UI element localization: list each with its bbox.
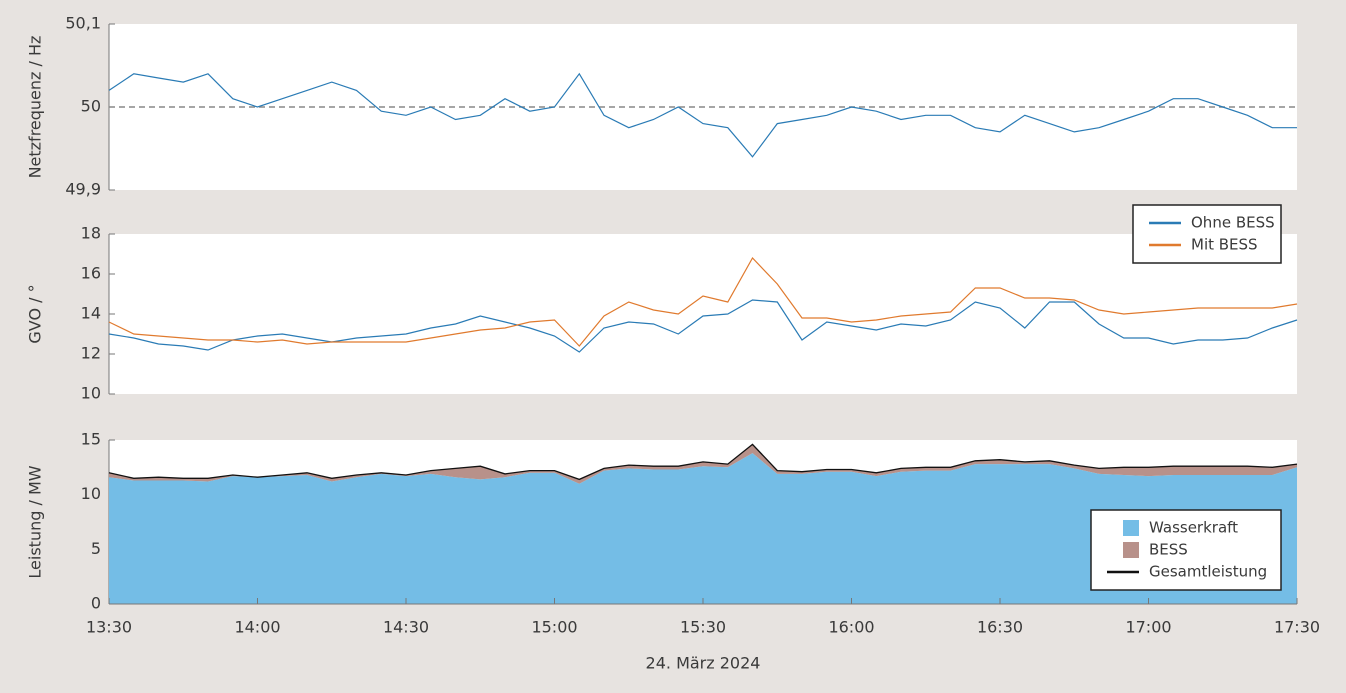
legend-label: Wasserkraft — [1149, 519, 1238, 537]
area — [109, 444, 1297, 484]
x-tick-label: 17:00 — [1125, 618, 1171, 637]
x-tick-label: 16:00 — [828, 618, 874, 637]
legend-swatch — [1123, 520, 1139, 536]
plot-area — [109, 234, 1297, 394]
area — [109, 453, 1297, 604]
y-axis-label: Netzfrequenz / Hz — [26, 36, 45, 179]
legend-box — [1090, 509, 1282, 591]
y-axis-label: GVO / ° — [26, 284, 45, 343]
x-tick-label: 14:30 — [383, 618, 429, 637]
y-tick-label: 16 — [81, 264, 101, 283]
y-tick-label: 10 — [81, 484, 101, 503]
y-tick-label: 12 — [81, 344, 101, 363]
y-tick-label: 50,1 — [65, 14, 101, 33]
y-tick-label: 14 — [81, 304, 101, 323]
x-tick-label: 16:30 — [977, 618, 1023, 637]
x-tick-label: 17:30 — [1274, 618, 1320, 637]
x-tick-label: 13:30 — [86, 618, 132, 637]
legend-box — [1132, 204, 1282, 264]
y-tick-label: 15 — [81, 430, 101, 449]
line — [108, 72, 1297, 158]
x-tick-label: 15:30 — [680, 618, 726, 637]
y-tick-label: 0 — [91, 594, 101, 613]
line — [108, 256, 1298, 347]
legend-label: Ohne BESS — [1191, 214, 1275, 232]
x-tick-label: 14:00 — [234, 618, 280, 637]
y-axis-label: Leistung / MW — [26, 465, 45, 578]
line — [108, 299, 1298, 353]
total-line — [108, 443, 1298, 481]
y-tick-label: 50 — [81, 97, 101, 116]
legend-label: Mit BESS — [1191, 236, 1258, 254]
legend-label: Gesamtleistung — [1149, 563, 1267, 581]
legend-swatch — [1123, 542, 1139, 558]
legend-label: BESS — [1149, 541, 1188, 559]
x-tick-label: 15:00 — [531, 618, 577, 637]
x-axis-label: 24. März 2024 — [646, 654, 761, 673]
y-tick-label: 10 — [81, 384, 101, 403]
y-tick-label: 18 — [81, 224, 101, 243]
y-tick-label: 5 — [91, 539, 101, 558]
y-tick-label: 49,9 — [65, 180, 101, 199]
